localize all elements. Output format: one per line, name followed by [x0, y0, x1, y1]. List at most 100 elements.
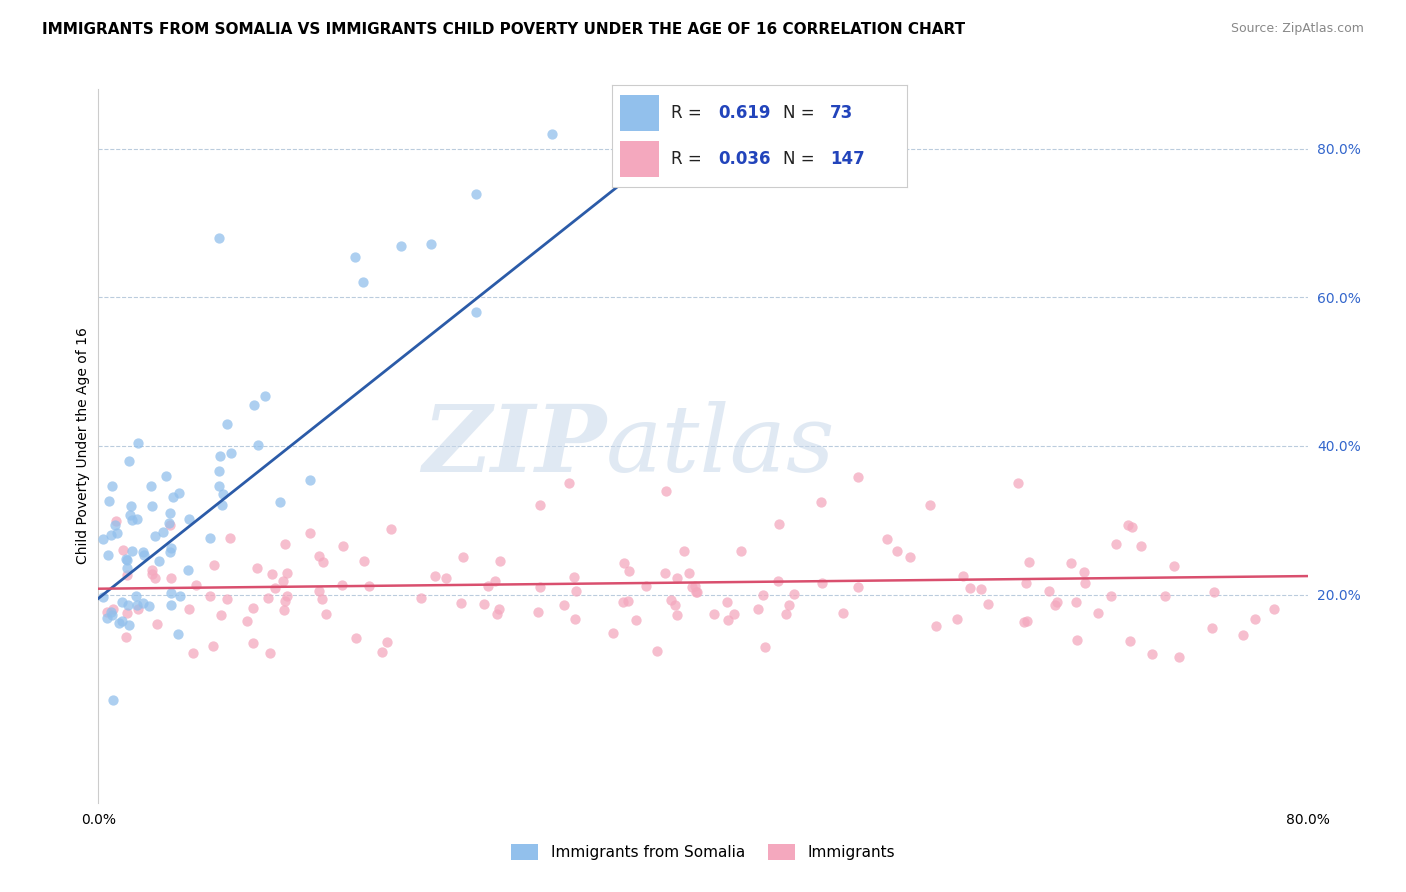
- Point: [766, 574, 789, 588]
- Point: [898, 549, 921, 564]
- Point: [1014, 615, 1036, 629]
- Point: [703, 607, 725, 621]
- Point: [311, 591, 333, 606]
- Point: [1105, 537, 1128, 551]
- Point: [832, 606, 855, 620]
- Point: [754, 640, 776, 654]
- Point: [146, 617, 169, 632]
- Text: atlas: atlas: [606, 401, 835, 491]
- Point: [1167, 650, 1189, 665]
- Point: [274, 594, 297, 608]
- Point: [101, 602, 124, 616]
- Point: [219, 446, 242, 460]
- Point: [211, 498, 233, 512]
- Text: N =: N =: [783, 150, 814, 168]
- Point: [117, 598, 139, 612]
- Point: [308, 549, 330, 563]
- Point: [558, 475, 581, 490]
- Point: [359, 579, 381, 593]
- Point: [925, 618, 948, 632]
- Point: [451, 549, 474, 564]
- Point: [242, 636, 264, 650]
- Point: [654, 566, 676, 581]
- Point: [686, 584, 709, 599]
- Point: [977, 597, 1000, 611]
- Point: [202, 558, 225, 572]
- Text: 0.619: 0.619: [718, 104, 770, 122]
- Text: 0.036: 0.036: [718, 150, 770, 168]
- Point: [179, 512, 201, 526]
- Point: [217, 592, 239, 607]
- Point: [659, 592, 682, 607]
- Point: [96, 611, 118, 625]
- Point: [308, 584, 330, 599]
- Point: [1121, 520, 1143, 534]
- Point: [613, 556, 636, 570]
- Point: [209, 450, 232, 464]
- Point: [617, 594, 640, 608]
- Point: [107, 616, 129, 631]
- Point: [253, 389, 276, 403]
- Point: [101, 479, 124, 493]
- Point: [121, 513, 143, 527]
- Point: [377, 635, 399, 649]
- Point: [138, 599, 160, 613]
- Point: [157, 516, 180, 531]
- Point: [159, 506, 181, 520]
- Point: [624, 613, 647, 627]
- Point: [299, 473, 322, 487]
- Point: [246, 561, 269, 575]
- Point: [104, 518, 127, 533]
- Point: [1017, 615, 1039, 629]
- Text: R =: R =: [671, 150, 702, 168]
- Point: [683, 579, 706, 593]
- Point: [274, 536, 297, 550]
- Point: [612, 595, 634, 609]
- Point: [959, 582, 981, 596]
- Point: [118, 618, 141, 632]
- Point: [918, 499, 941, 513]
- Point: [91, 590, 114, 604]
- Point: [91, 532, 114, 546]
- Point: [141, 566, 163, 581]
- Point: [783, 586, 806, 600]
- Point: [886, 544, 908, 558]
- Point: [529, 498, 551, 512]
- Point: [489, 554, 512, 568]
- Point: [810, 575, 832, 590]
- Point: [488, 602, 510, 616]
- Point: [177, 563, 200, 577]
- Point: [1087, 606, 1109, 620]
- Point: [127, 512, 149, 526]
- Point: [768, 517, 790, 532]
- Point: [159, 545, 181, 559]
- Point: [946, 612, 969, 626]
- Point: [664, 598, 686, 612]
- Point: [100, 527, 122, 541]
- Point: [242, 398, 264, 412]
- Point: [425, 569, 447, 583]
- Point: [810, 495, 832, 509]
- Point: [717, 613, 740, 627]
- Point: [465, 305, 488, 319]
- Point: [389, 239, 412, 253]
- Point: [215, 417, 238, 431]
- Point: [619, 565, 641, 579]
- Point: [208, 464, 231, 478]
- Point: [97, 548, 120, 562]
- Point: [141, 478, 163, 492]
- Point: [672, 544, 695, 558]
- Point: [1073, 565, 1095, 579]
- Point: [420, 236, 443, 251]
- Point: [751, 588, 773, 602]
- Point: [380, 522, 402, 536]
- Point: [775, 607, 797, 621]
- Point: [1140, 647, 1163, 661]
- Point: [666, 608, 689, 623]
- Point: [344, 631, 367, 645]
- Point: [115, 552, 138, 566]
- Point: [1263, 602, 1285, 616]
- Point: [1201, 621, 1223, 635]
- Point: [1244, 612, 1267, 626]
- Point: [564, 611, 586, 625]
